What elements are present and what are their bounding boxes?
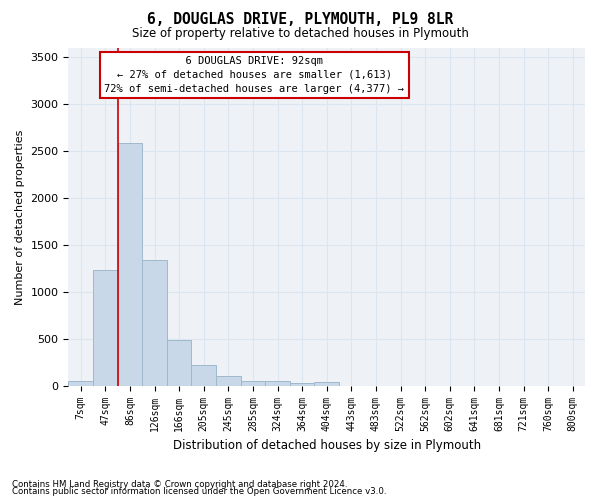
- Bar: [290, 384, 314, 386]
- Bar: [191, 366, 216, 386]
- Y-axis label: Number of detached properties: Number of detached properties: [15, 129, 25, 304]
- Text: 6 DOUGLAS DRIVE: 92sqm  
← 27% of detached houses are smaller (1,613)
72% of sem: 6 DOUGLAS DRIVE: 92sqm ← 27% of detached…: [104, 56, 404, 94]
- X-axis label: Distribution of detached houses by size in Plymouth: Distribution of detached houses by size …: [173, 440, 481, 452]
- Bar: [68, 382, 93, 386]
- Bar: [167, 340, 191, 386]
- Text: Size of property relative to detached houses in Plymouth: Size of property relative to detached ho…: [131, 28, 469, 40]
- Text: Contains public sector information licensed under the Open Government Licence v3: Contains public sector information licen…: [12, 487, 386, 496]
- Bar: [216, 376, 241, 386]
- Text: Contains HM Land Registry data © Crown copyright and database right 2024.: Contains HM Land Registry data © Crown c…: [12, 480, 347, 489]
- Text: 6, DOUGLAS DRIVE, PLYMOUTH, PL9 8LR: 6, DOUGLAS DRIVE, PLYMOUTH, PL9 8LR: [147, 12, 453, 28]
- Bar: [241, 381, 265, 386]
- Bar: [314, 382, 339, 386]
- Bar: [142, 260, 167, 386]
- Bar: [93, 270, 118, 386]
- Bar: [118, 144, 142, 386]
- Bar: [265, 382, 290, 386]
